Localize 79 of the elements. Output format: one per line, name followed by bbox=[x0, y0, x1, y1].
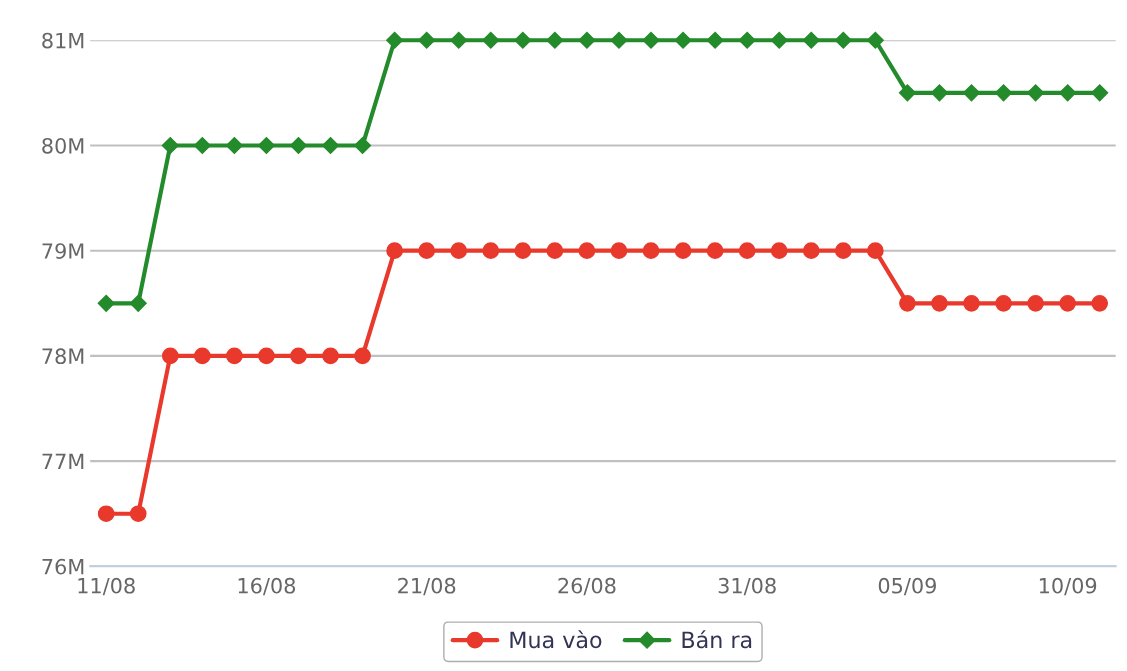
point bbox=[770, 242, 788, 260]
point bbox=[930, 84, 949, 102]
point bbox=[97, 505, 115, 523]
point bbox=[898, 84, 916, 102]
point bbox=[1027, 294, 1044, 312]
point bbox=[97, 294, 115, 312]
x-tick-label: 05/09 bbox=[878, 577, 936, 596]
point bbox=[290, 347, 307, 365]
point bbox=[418, 242, 436, 260]
point bbox=[258, 347, 275, 365]
point bbox=[995, 84, 1013, 102]
point bbox=[834, 242, 852, 260]
x-tick-label: 26/08 bbox=[558, 577, 616, 596]
point bbox=[193, 347, 211, 365]
point bbox=[610, 31, 628, 49]
point bbox=[674, 242, 692, 260]
point bbox=[674, 31, 692, 49]
point bbox=[738, 31, 756, 49]
point bbox=[257, 136, 275, 155]
point bbox=[802, 31, 820, 49]
x-tick-label: 31/08 bbox=[718, 577, 776, 596]
point bbox=[321, 136, 340, 155]
point bbox=[161, 347, 179, 365]
point bbox=[354, 347, 371, 365]
point bbox=[161, 136, 179, 155]
point bbox=[546, 31, 564, 49]
point bbox=[450, 31, 468, 49]
y-tick-label: 79M bbox=[42, 243, 84, 259]
point bbox=[450, 242, 468, 260]
y-tick-label: 76M bbox=[42, 558, 84, 575]
point bbox=[386, 242, 403, 260]
point bbox=[962, 84, 981, 102]
legend-label: Bán ra bbox=[682, 630, 752, 649]
x-tick-label: 21/08 bbox=[398, 577, 456, 596]
point bbox=[867, 242, 884, 260]
point bbox=[578, 242, 596, 260]
point bbox=[514, 31, 532, 49]
point bbox=[1091, 294, 1109, 312]
point bbox=[706, 31, 724, 49]
x-tick-label: 10/09 bbox=[1039, 577, 1097, 596]
y-tick-label: 78M bbox=[42, 348, 84, 365]
point bbox=[738, 242, 756, 260]
point bbox=[834, 31, 852, 49]
point bbox=[770, 31, 788, 49]
point bbox=[963, 294, 980, 312]
point bbox=[418, 31, 436, 49]
point bbox=[642, 31, 660, 49]
point bbox=[1059, 84, 1077, 102]
point bbox=[289, 136, 308, 155]
point bbox=[1027, 84, 1045, 102]
point bbox=[899, 294, 916, 312]
x-tick-label: 16/08 bbox=[238, 577, 296, 596]
point bbox=[514, 242, 532, 260]
point bbox=[706, 242, 724, 260]
legend-label: Mua vào bbox=[510, 630, 602, 649]
point bbox=[546, 242, 564, 260]
point bbox=[129, 294, 147, 312]
point bbox=[1059, 294, 1076, 312]
point bbox=[482, 31, 500, 49]
point bbox=[578, 31, 596, 49]
point bbox=[354, 136, 372, 155]
point bbox=[1091, 84, 1109, 102]
point bbox=[226, 347, 243, 365]
point bbox=[322, 347, 339, 365]
x-tick-label: 11/08 bbox=[78, 577, 135, 596]
point bbox=[225, 136, 243, 155]
y-tick-label: 80M bbox=[42, 137, 84, 154]
point bbox=[193, 136, 211, 155]
y-tick-label: 81M bbox=[42, 32, 84, 49]
point bbox=[482, 242, 500, 260]
point bbox=[610, 242, 628, 260]
point bbox=[386, 31, 404, 49]
point bbox=[129, 505, 147, 523]
point bbox=[995, 294, 1012, 312]
point bbox=[866, 31, 884, 49]
point bbox=[802, 242, 820, 260]
point bbox=[642, 242, 660, 260]
point bbox=[931, 294, 948, 312]
y-tick-label: 77M bbox=[42, 453, 84, 470]
